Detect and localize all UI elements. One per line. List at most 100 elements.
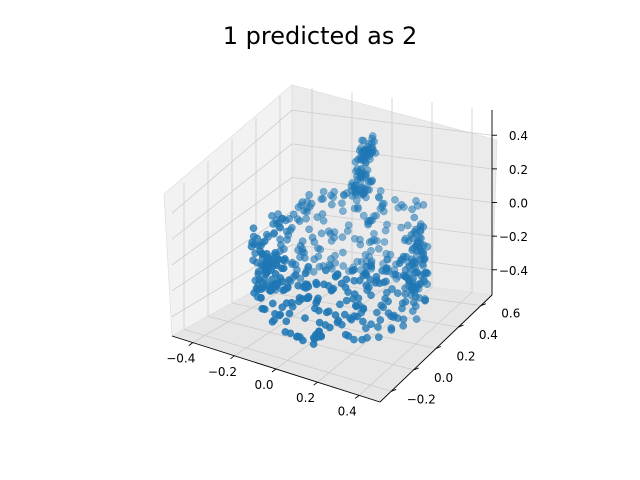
y-tick-label: 0.4 — [479, 328, 498, 342]
data-point — [300, 207, 309, 215]
data-point — [419, 222, 428, 231]
data-point — [353, 257, 362, 266]
data-point — [362, 193, 370, 202]
data-point — [319, 187, 328, 196]
data-point — [367, 237, 376, 245]
data-point — [337, 279, 346, 288]
data-point — [339, 190, 348, 199]
x-tick-label: 0.4 — [338, 404, 357, 418]
data-point — [353, 312, 362, 321]
data-point — [367, 246, 375, 255]
data-point — [279, 256, 288, 265]
data-point — [257, 293, 265, 302]
data-point — [409, 298, 418, 307]
data-point — [351, 301, 360, 310]
data-point — [301, 284, 310, 292]
data-point — [276, 310, 285, 319]
data-point — [401, 297, 410, 306]
data-point — [295, 297, 303, 306]
x-tick-mark — [354, 395, 360, 399]
data-point — [361, 158, 370, 167]
data-point — [296, 253, 304, 261]
data-point — [360, 146, 369, 155]
y-tick-mark — [413, 367, 419, 371]
y-tick-mark — [458, 324, 464, 328]
data-point — [249, 256, 257, 265]
data-point — [301, 314, 309, 322]
data-point — [356, 240, 365, 249]
y-tick-mark — [435, 346, 442, 349]
data-point — [314, 306, 323, 315]
data-point — [305, 225, 313, 234]
y-tick-label: 0.6 — [501, 307, 520, 321]
data-point — [359, 304, 368, 313]
data-point — [313, 213, 322, 222]
data-point — [287, 298, 296, 307]
data-point — [350, 290, 359, 298]
data-point — [350, 204, 359, 213]
z-tick-label: −0.2 — [499, 230, 528, 244]
z-tick-label: 0.2 — [509, 163, 528, 177]
data-point — [419, 254, 428, 263]
y-tick-label: 0.0 — [434, 371, 453, 385]
data-point — [350, 335, 358, 344]
data-point — [398, 304, 406, 313]
data-point — [405, 262, 414, 271]
data-point — [283, 284, 292, 292]
x-tick-mark — [230, 355, 235, 360]
data-point — [281, 328, 290, 336]
data-point — [326, 229, 335, 238]
data-point — [312, 280, 321, 289]
data-point — [362, 324, 370, 333]
data-point — [298, 198, 307, 206]
data-point — [271, 280, 280, 289]
data-point — [282, 317, 291, 326]
data-point — [362, 271, 371, 279]
data-point — [262, 257, 271, 266]
data-point — [336, 300, 344, 309]
gridline-z-back — [291, 109, 493, 136]
data-point — [327, 200, 336, 209]
data-point — [391, 270, 400, 279]
data-point — [368, 139, 376, 148]
x-tick-label: −0.2 — [208, 365, 237, 379]
y-tick-label: −0.2 — [407, 392, 436, 406]
data-point — [397, 200, 406, 209]
data-point — [339, 248, 347, 257]
data-point — [376, 316, 385, 324]
data-point — [380, 238, 389, 246]
data-point — [350, 276, 359, 285]
data-point — [278, 277, 287, 286]
data-point — [366, 216, 375, 225]
data-point — [399, 321, 408, 330]
data-point — [328, 285, 337, 294]
data-point — [348, 179, 357, 187]
data-point — [403, 221, 412, 230]
data-point — [271, 248, 280, 257]
data-point — [410, 213, 419, 222]
data-point — [373, 308, 381, 317]
data-point — [408, 205, 416, 214]
data-point — [341, 330, 350, 339]
data-point — [333, 318, 342, 327]
data-point — [371, 278, 380, 287]
data-point — [278, 214, 287, 223]
data-point — [312, 331, 321, 340]
data-point — [269, 220, 277, 228]
data-point — [382, 249, 391, 258]
data-point — [420, 277, 429, 286]
data-point — [294, 246, 302, 254]
data-point — [351, 234, 359, 243]
data-point — [359, 211, 368, 220]
data-point — [379, 207, 388, 216]
data-point — [285, 276, 294, 284]
data-point — [288, 258, 297, 267]
tick-labels: −0.4−0.20.00.20.4−0.20.00.20.40.6−0.4−0.… — [166, 129, 528, 418]
data-point — [258, 250, 267, 258]
data-point — [321, 266, 330, 275]
data-point — [404, 237, 413, 246]
data-point — [367, 320, 375, 329]
data-point — [333, 270, 342, 278]
data-point — [268, 317, 277, 326]
data-point — [255, 275, 264, 284]
